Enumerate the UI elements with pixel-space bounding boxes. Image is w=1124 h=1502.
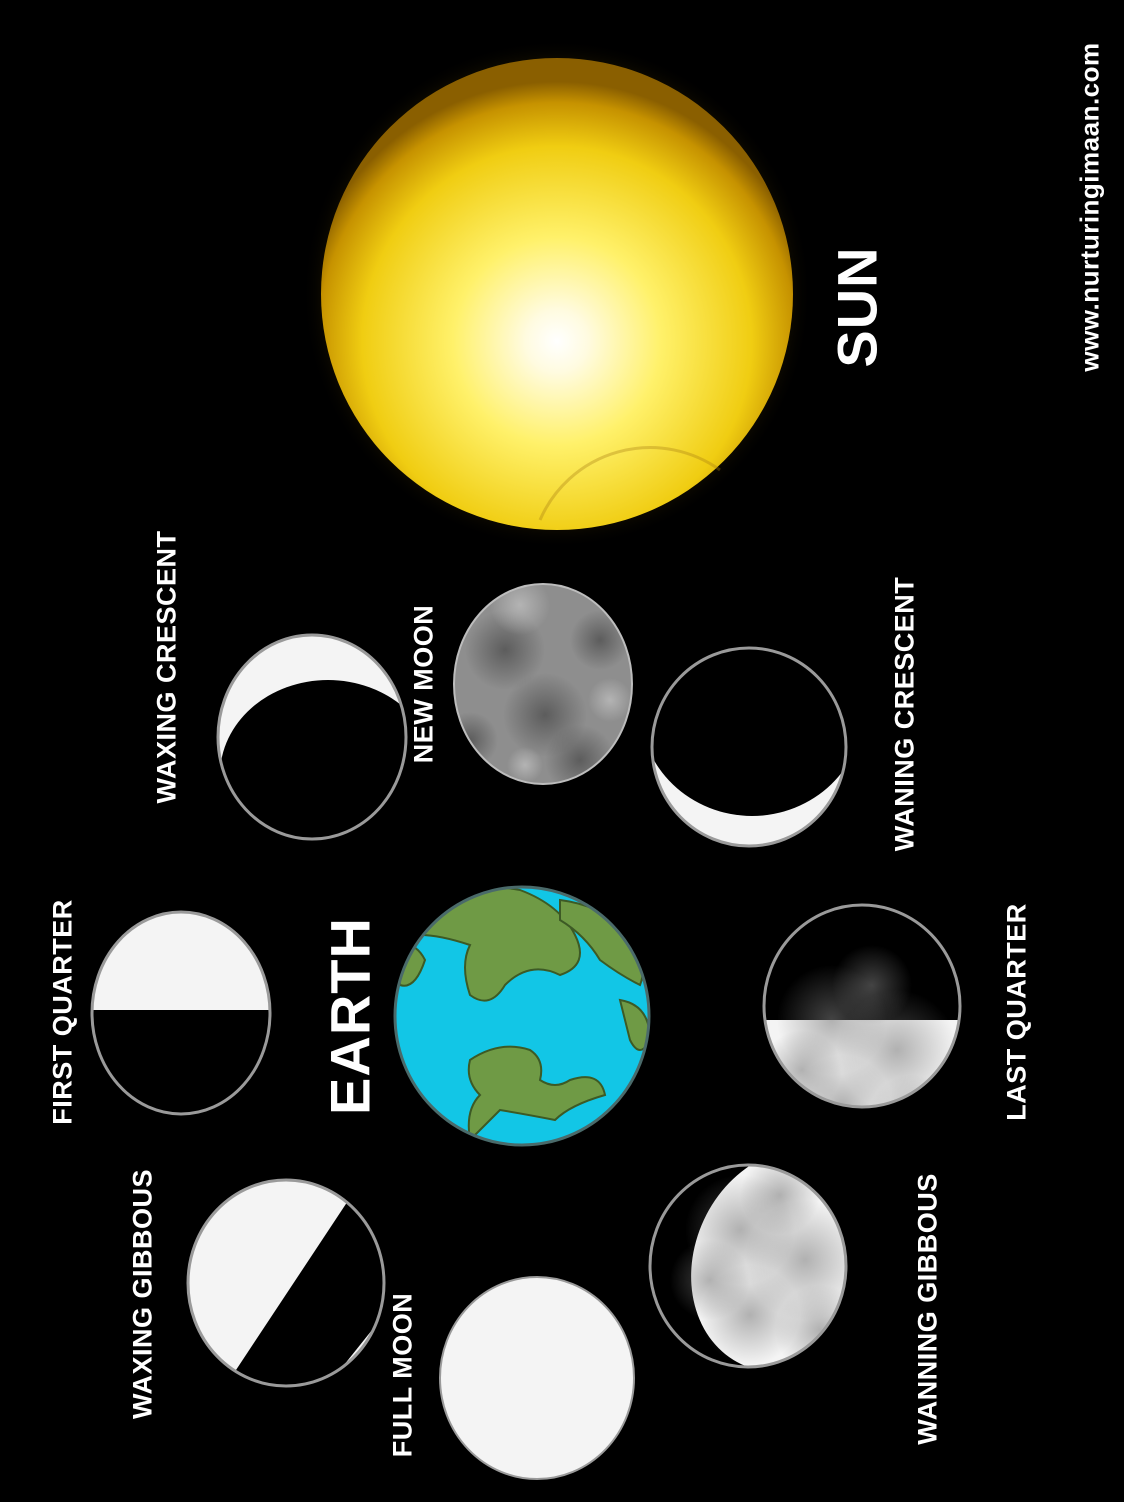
- sun-label: SUN: [825, 246, 889, 368]
- sun: [302, 39, 812, 549]
- last-quarter-moon: [762, 903, 962, 1109]
- waxing-crescent-moon: [216, 633, 408, 841]
- full-moon-label: FULL MOON: [387, 1292, 418, 1458]
- full-moon: [439, 1276, 635, 1480]
- waxing-gibbous-label: WAXING GIBBOUS: [127, 1168, 158, 1420]
- waning-crescent-label: WANING CRESCENT: [889, 576, 920, 852]
- earth: [393, 885, 651, 1147]
- website-watermark: www.nurturingimaan.com: [1074, 42, 1105, 372]
- last-quarter-label: LAST QUARTER: [1001, 903, 1032, 1121]
- waxing-crescent-label: WAXING CRESCENT: [151, 530, 182, 804]
- earth-label: EARTH: [318, 917, 382, 1115]
- first-quarter-label: FIRST QUARTER: [47, 899, 78, 1125]
- waning-gibbous-label: WANNING GIBBOUS: [912, 1173, 943, 1445]
- new-moon-label: NEW MOON: [408, 604, 439, 764]
- waning-gibbous-moon: [648, 1163, 848, 1369]
- first-quarter-moon: [90, 910, 272, 1116]
- waning-crescent-moon: [650, 646, 848, 848]
- waxing-gibbous-moon: [186, 1178, 386, 1388]
- new-moon: [453, 583, 633, 785]
